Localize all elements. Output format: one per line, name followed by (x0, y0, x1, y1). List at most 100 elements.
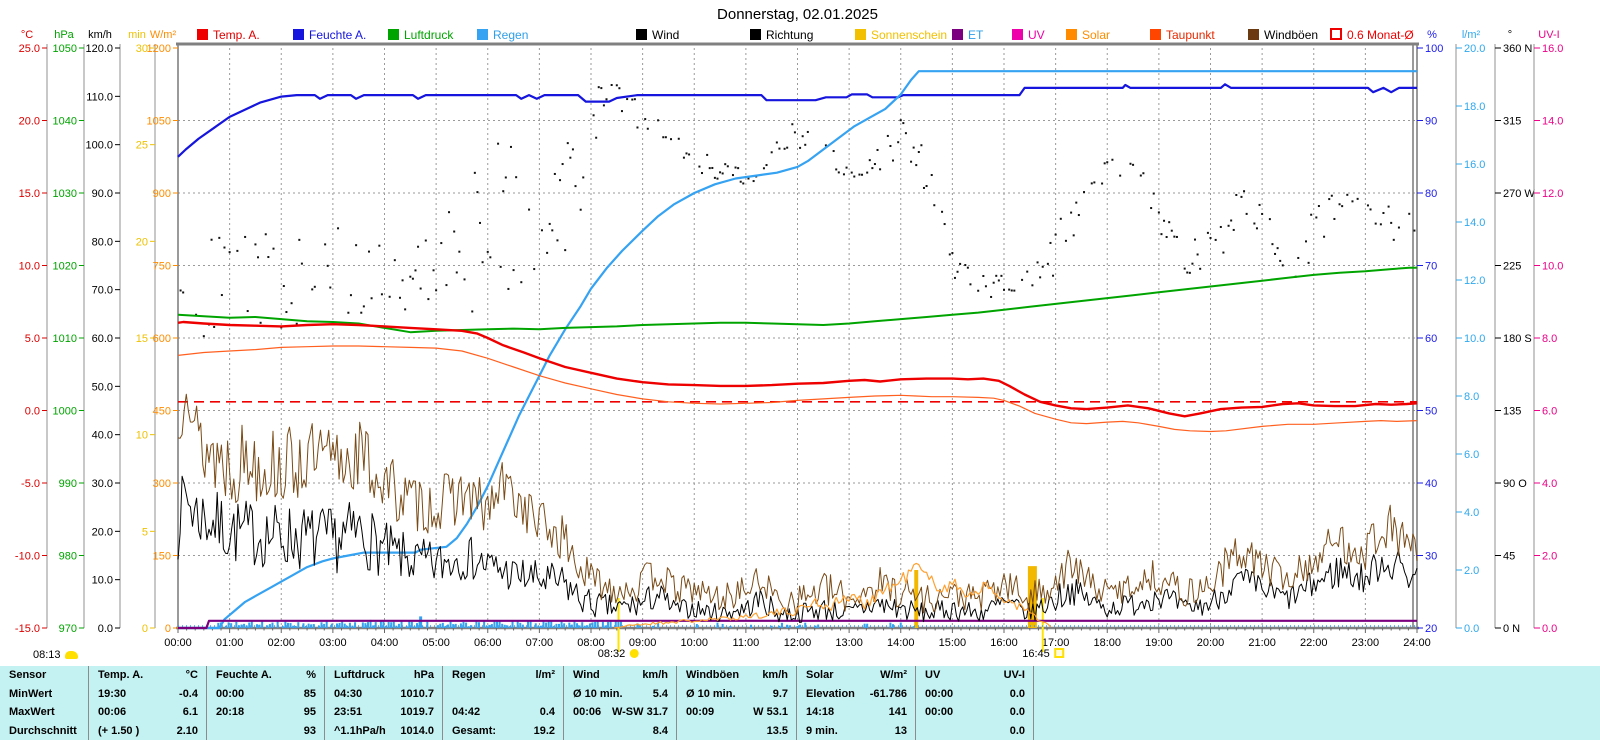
svg-text:10: 10 (136, 430, 148, 442)
svg-text:135: 135 (1503, 406, 1521, 418)
series-windb-en (177, 393, 1418, 614)
svg-text:14:00: 14:00 (887, 637, 915, 649)
table-luftdruck-r1: 04:30 1010.7 (324, 684, 442, 703)
table-regen-r2-value: 0.4 (539, 706, 555, 719)
table-uv-r2-label: 00:00 (925, 706, 954, 719)
table-luftdruck-r1-label: 04:30 (334, 687, 363, 700)
svg-text:80: 80 (1425, 188, 1437, 200)
svg-text:1020: 1020 (53, 261, 77, 273)
svg-text:1000: 1000 (53, 406, 77, 418)
table-windb-en-r2-label: 00:09 (686, 706, 715, 719)
table-temp-a--r0: Temp. A. °C (88, 666, 206, 685)
table-windb-en-r0: Windböen km/h (676, 666, 796, 685)
svg-text:0: 0 (142, 623, 148, 635)
table-windb-en-r1-value: 9.7 (772, 687, 788, 700)
svg-text:1050: 1050 (53, 43, 77, 55)
table-luftdruck-r2-label: 23:51 (334, 706, 363, 719)
table-luftdruck-r0-label: Luftdruck (334, 669, 385, 682)
svg-text:1050: 1050 (147, 116, 171, 128)
legend-swatch-et (952, 29, 963, 40)
legend-label-sonnenschein: Sonnenschein (871, 28, 948, 42)
legend-swatch-uv (1012, 29, 1023, 40)
legend-swatch-sonnenschein (855, 29, 866, 40)
svg-text:120.0: 120.0 (85, 43, 113, 55)
legend-item-taupunkt: Taupunkt (1150, 28, 1215, 42)
table-solar-r1: Elevation -61.786 (796, 684, 915, 703)
table-temp-a--r3: (+ 1.50 ) 2.10 (88, 721, 206, 740)
svg-text:07:00: 07:00 (526, 637, 554, 649)
svg-text:02:00: 02:00 (267, 637, 295, 649)
table-rowlabel-1-label: MinWert (9, 687, 53, 700)
page-title: Donnerstag, 02.01.2025 (717, 6, 878, 23)
svg-text:20.0: 20.0 (1464, 43, 1485, 55)
svg-text:20.0: 20.0 (19, 116, 40, 128)
table-solar-r2-value: 141 (888, 706, 907, 719)
svg-text:12:00: 12:00 (784, 637, 812, 649)
svg-text:6.0: 6.0 (1464, 449, 1479, 461)
svg-text:10:00: 10:00 (680, 637, 708, 649)
table-regen-r2: 04:42 0.4 (442, 703, 563, 722)
legend-label-temp: Temp. A. (213, 28, 260, 42)
table-luftdruck-r3-label: ^1.1hPa/h (334, 724, 386, 737)
svg-text:180 S: 180 S (1503, 333, 1532, 345)
table-regen-r3: Gesamt: 19.2 (442, 721, 563, 740)
sunset-time: 16:45 (1022, 648, 1064, 660)
table-wind-r0: Wind km/h (563, 666, 676, 685)
legend-swatch-windboeen (1248, 29, 1259, 40)
svg-text:08:00: 08:00 (577, 637, 605, 649)
svg-text:10.0: 10.0 (1464, 333, 1485, 345)
pre-sunrise-time: 08:13 (33, 649, 78, 661)
svg-text:°C: °C (21, 29, 33, 41)
svg-text:6.0: 6.0 (1542, 406, 1557, 418)
svg-text:21:00: 21:00 (1248, 637, 1276, 649)
svg-text:22:00: 22:00 (1300, 637, 1328, 649)
svg-text:0.0: 0.0 (98, 623, 113, 635)
svg-text:1040: 1040 (53, 116, 77, 128)
table-solar-r0-value: W/m² (880, 669, 907, 682)
series-solar (614, 562, 1051, 629)
legend-label-regen: Regen (493, 28, 529, 42)
table-feuchte-a--r0-label: Feuchte A. (216, 669, 272, 682)
svg-text:10.0: 10.0 (1542, 261, 1563, 273)
legend-swatch-taupunkt (1150, 29, 1161, 40)
svg-text:2.0: 2.0 (1542, 551, 1557, 563)
svg-text:l/m²: l/m² (1462, 29, 1481, 41)
table-solar-r1-label: Elevation (806, 687, 855, 700)
svg-text:16.0: 16.0 (1542, 43, 1563, 55)
legend-swatch-temp (197, 29, 208, 40)
legend-swatch-feuchte (293, 29, 304, 40)
table-solar-r2-label: 14:18 (806, 706, 835, 719)
svg-text:15.0: 15.0 (19, 188, 40, 200)
table-windb-en-r3-value: 13.5 (766, 724, 788, 737)
table-uv-r0-value: UV-I (1003, 669, 1025, 682)
svg-text:0 N: 0 N (1503, 623, 1520, 635)
svg-text:17:00: 17:00 (1042, 637, 1070, 649)
svg-text:50: 50 (1425, 406, 1437, 418)
legend-item-temp: Temp. A. (197, 28, 260, 42)
sun-cloud-icon (64, 651, 78, 659)
svg-text:225: 225 (1503, 261, 1521, 273)
svg-text:05:00: 05:00 (422, 637, 450, 649)
table-rowlabel-2-label: MaxWert (9, 706, 55, 719)
legend-label-monat: 0.6 Monat-Ø (1347, 28, 1414, 42)
svg-text:980: 980 (59, 551, 77, 563)
svg-text:150: 150 (153, 551, 171, 563)
svg-text:50.0: 50.0 (92, 381, 113, 393)
table-uv-r1-value: 0.0 (1009, 687, 1025, 700)
svg-text:270 W: 270 W (1503, 188, 1535, 200)
table-regen-r0-value: l/m² (535, 669, 555, 682)
series-temp-a- (177, 320, 1418, 418)
table-wind-r3-value: 8.4 (652, 724, 668, 737)
table-feuchte-a--r0: Feuchte A.% (206, 666, 324, 685)
svg-text:0.0: 0.0 (1542, 623, 1557, 635)
svg-text:30.0: 30.0 (92, 478, 113, 490)
table-feuchte-a--r2-value: 95 (303, 706, 316, 719)
table-feuchte-a--r0-value: % (306, 669, 316, 682)
table-temp-a--r1: 19:30 -0.4 (88, 684, 206, 703)
svg-text:600: 600 (153, 333, 171, 345)
svg-text:300: 300 (153, 478, 171, 490)
legend-item-sonnenschein: Sonnenschein (855, 28, 947, 42)
table-empty-r0 (1033, 666, 1600, 685)
table-windb-en-r2-value: W 53.1 (753, 706, 788, 719)
table-empty-r3 (1033, 721, 1600, 740)
